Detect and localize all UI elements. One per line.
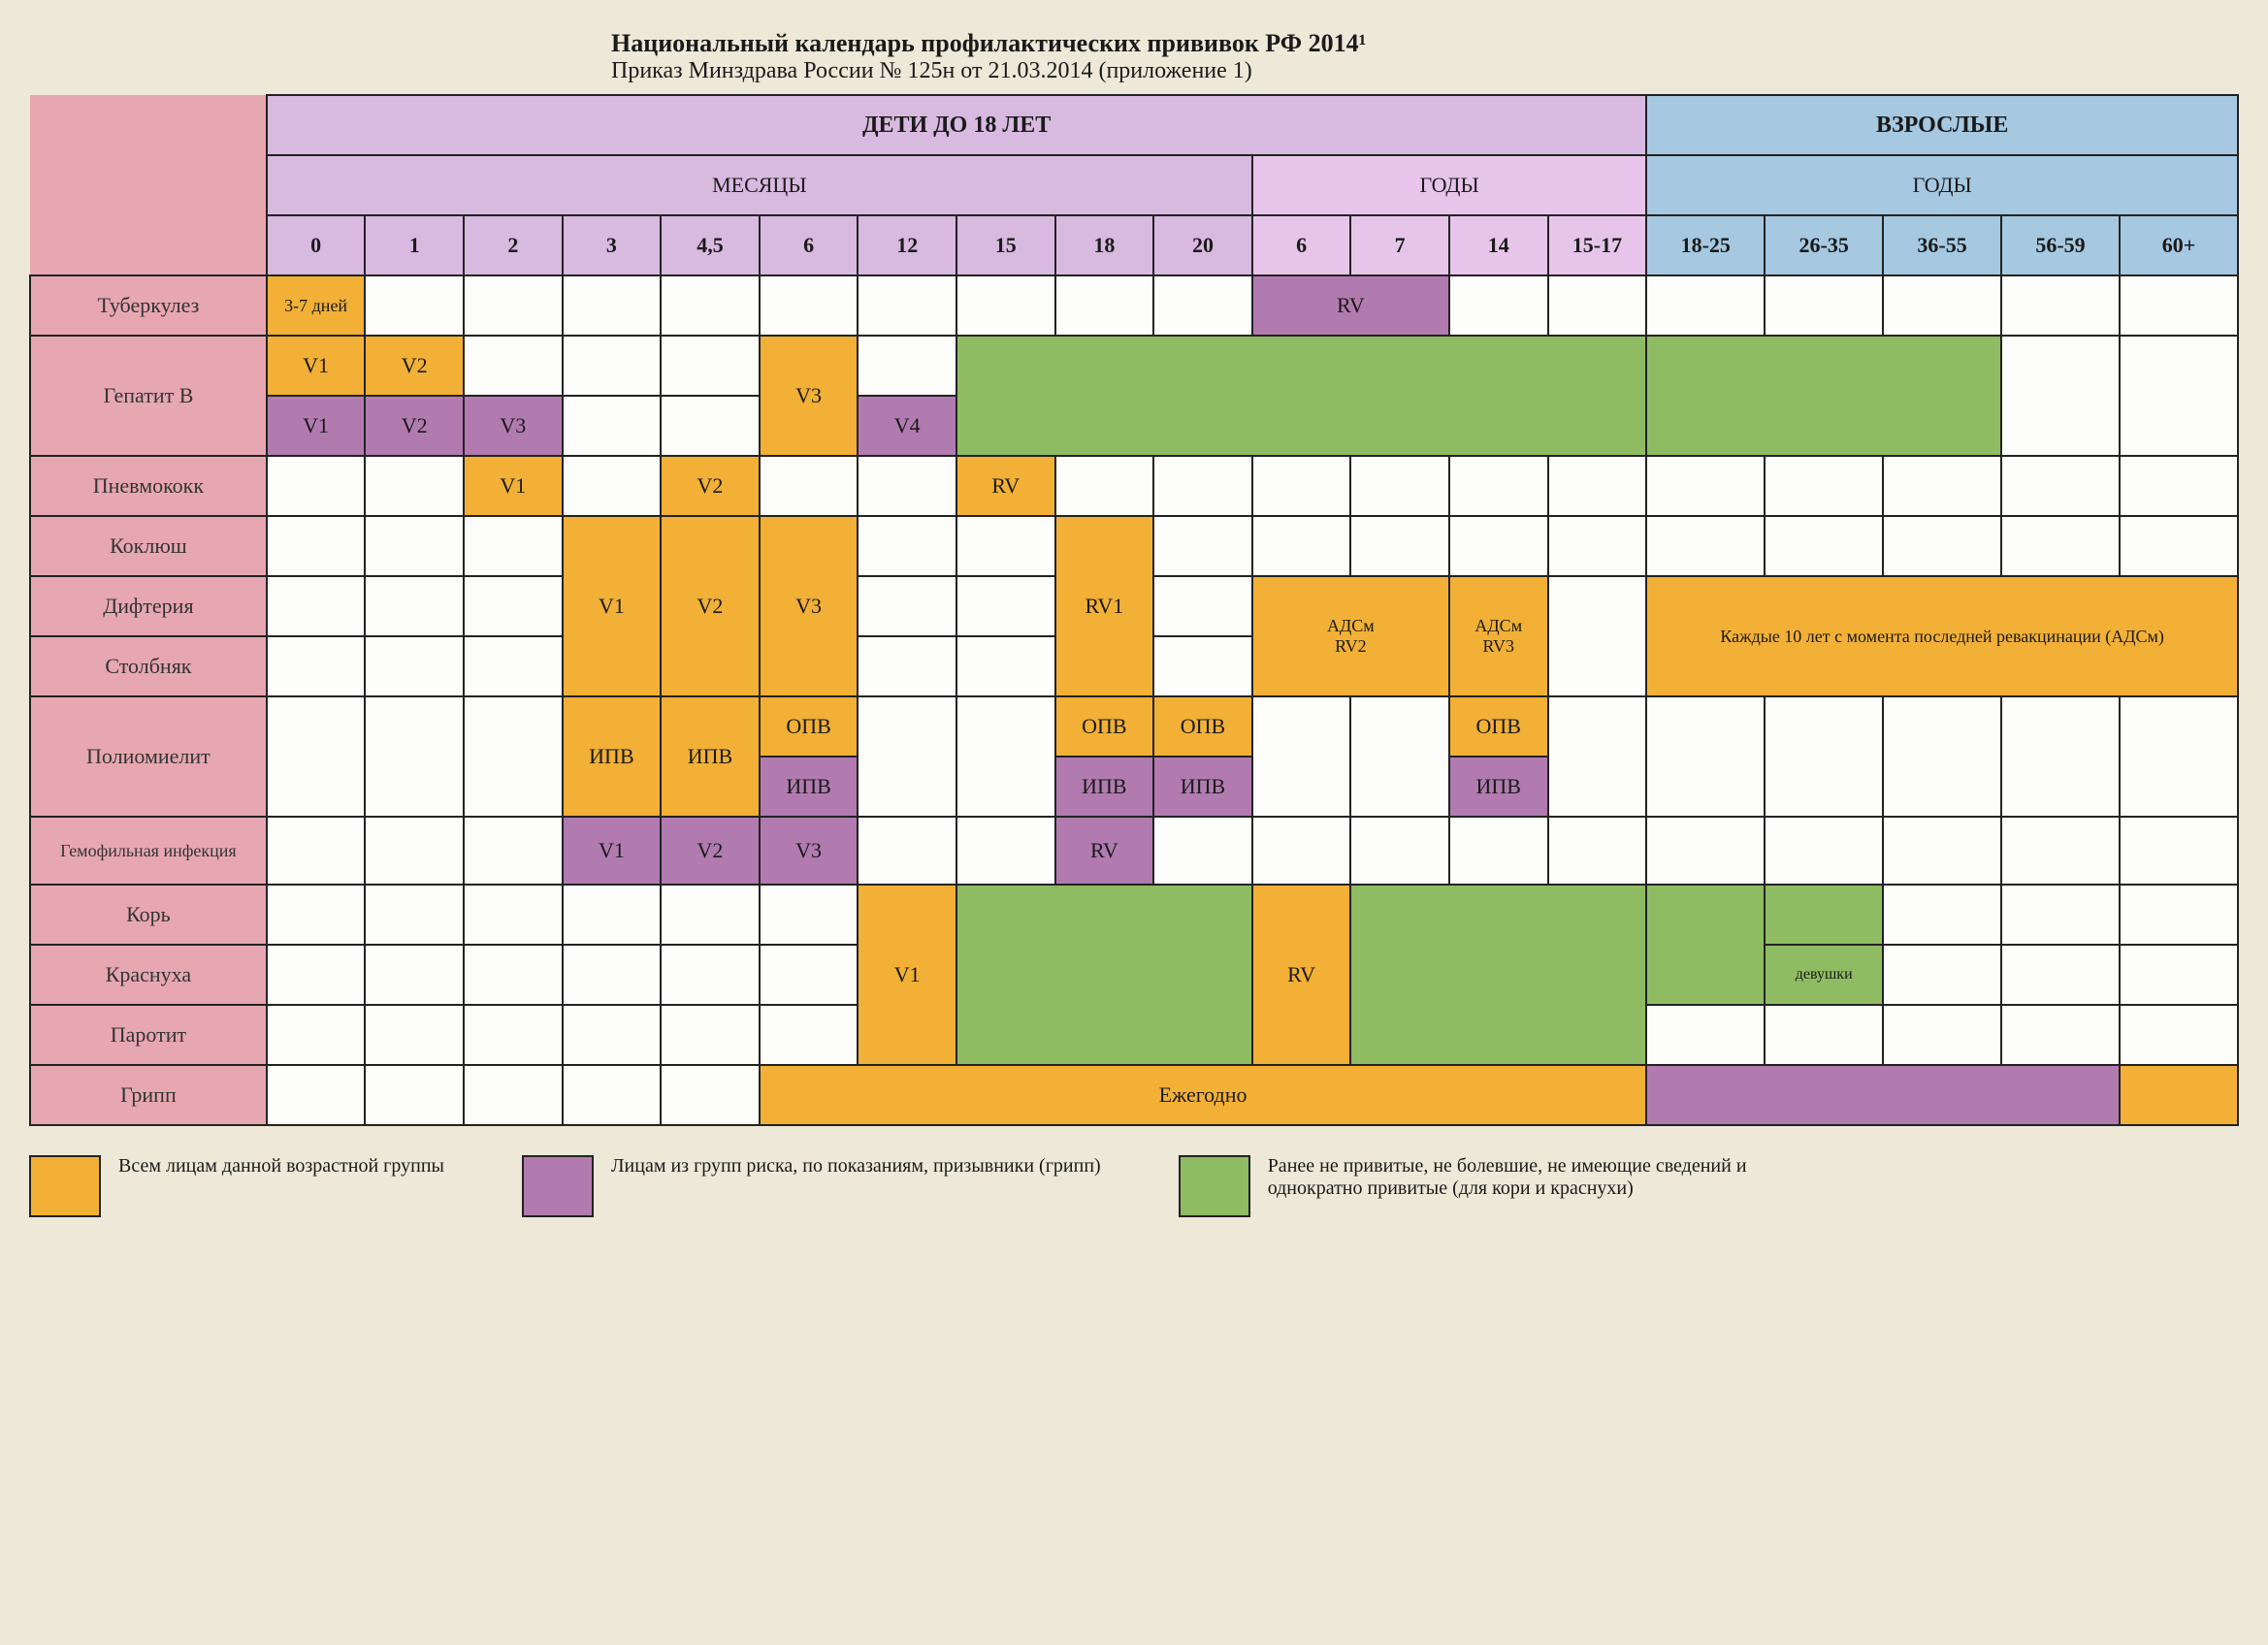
cell-mmr-6y: RV <box>1252 885 1351 1065</box>
row-pertussis: Коклюш <box>30 516 267 576</box>
age-col: 20 <box>1153 215 1252 275</box>
corner-cell <box>30 95 267 275</box>
cell-pneumo-45: V2 <box>661 456 760 516</box>
age-col: 26-35 <box>1765 215 1883 275</box>
cell-measles-26-35 <box>1765 885 1883 945</box>
cell-polio-14-opv: ОПВ <box>1449 696 1548 757</box>
cell-polio-6-ipv: ИПВ <box>760 757 859 817</box>
cell-hepb-green-adult <box>1646 336 2001 456</box>
cell-hib-45: V2 <box>661 817 760 885</box>
age-col: 18-25 <box>1646 215 1765 275</box>
schedule-table: ДЕТИ ДО 18 ЛЕТ ВЗРОСЛЫЕ МЕСЯЦЫ ГОДЫ ГОДЫ… <box>29 94 2239 1126</box>
cell-polio-18-ipv: ИПВ <box>1055 757 1154 817</box>
row-mumps: Паротит <box>30 1005 267 1065</box>
children-header: ДЕТИ ДО 18 ЛЕТ <box>267 95 1647 155</box>
cell-flu-annual: Ежегодно <box>760 1065 1647 1125</box>
months-header: МЕСЯЦЫ <box>267 155 1252 215</box>
row-measles: Корь <box>30 885 267 945</box>
cell-tb-rv: RV <box>1252 275 1449 336</box>
row-rubella: Краснуха <box>30 945 267 1005</box>
cell-pneumo-15: RV <box>956 456 1055 516</box>
legend: Всем лицам данной возрастной группы Лица… <box>29 1155 2239 1217</box>
age-col: 36-55 <box>1883 215 2001 275</box>
vaccination-calendar: Национальный календарь профилактических … <box>29 29 2239 1217</box>
cell-hepb-b-12: V4 <box>858 396 956 456</box>
cell-adsm-rv3: АДСм RV3 <box>1449 576 1548 696</box>
cell-measles-18-25 <box>1646 885 1765 1005</box>
age-col: 2 <box>464 215 563 275</box>
age-col: 18 <box>1055 215 1154 275</box>
cell-hepb-a-6: V3 <box>760 336 859 456</box>
legend-purple: Лицам из групп риска, по показаниям, при… <box>522 1155 1101 1217</box>
swatch-orange <box>29 1155 101 1217</box>
cell-mmr-green-block2 <box>1350 885 1646 1065</box>
age-col: 6 <box>760 215 859 275</box>
cell-hepb-b-1: V2 <box>365 396 464 456</box>
age-col: 15-17 <box>1548 215 1647 275</box>
age-col: 15 <box>956 215 1055 275</box>
cell-polio-20-opv: ОПВ <box>1153 696 1252 757</box>
row-pneumo: Пневмококк <box>30 456 267 516</box>
cell-mmr-12: V1 <box>858 885 956 1065</box>
age-col: 7 <box>1350 215 1449 275</box>
legend-green-label: Ранее не привитые, не болевшие, не имеющ… <box>1268 1155 1761 1200</box>
row-hepb: Гепатит В <box>30 336 267 456</box>
cell-dtp-18: RV1 <box>1055 516 1154 696</box>
cell-dtp-3: V1 <box>563 516 662 696</box>
age-col: 3 <box>563 215 662 275</box>
cell-rubella-girls: девушки <box>1765 945 1883 1005</box>
row-tetanus: Столбняк <box>30 636 267 696</box>
child-years-header: ГОДЫ <box>1252 155 1647 215</box>
cell-polio-45a: ИПВ <box>661 696 760 817</box>
row-flu: Грипп <box>30 1065 267 1125</box>
adults-header: ВЗРОСЛЫЕ <box>1646 95 2238 155</box>
cell-polio-18-opv: ОПВ <box>1055 696 1154 757</box>
age-col: 1 <box>365 215 464 275</box>
page-subtitle: Приказ Минздрава России № 125н от 21.03.… <box>611 58 2239 84</box>
cell-flu-adult-purple <box>1646 1065 2120 1125</box>
swatch-purple <box>522 1155 594 1217</box>
page-title: Национальный календарь профилактических … <box>611 29 2239 58</box>
age-col: 4,5 <box>661 215 760 275</box>
row-polio: Полиомиелит <box>30 696 267 817</box>
cell-hib-3: V1 <box>563 817 662 885</box>
cell-dtp-6: V3 <box>760 516 859 696</box>
cell-hepb-b-2: V3 <box>464 396 563 456</box>
cell-dtp-adults: Каждые 10 лет с момента последней ревакц… <box>1646 576 2238 696</box>
adult-years-header: ГОДЫ <box>1646 155 2238 215</box>
cell-mmr-green-block1 <box>956 885 1252 1065</box>
cell-adsm-rv2: АДСм RV2 <box>1252 576 1449 696</box>
age-col: 56-59 <box>2001 215 2120 275</box>
legend-orange: Всем лицам данной возрастной группы <box>29 1155 444 1217</box>
cell-hib-18: RV <box>1055 817 1154 885</box>
age-col: 12 <box>858 215 956 275</box>
cell-tb-0: 3-7 дней <box>267 275 366 336</box>
age-col: 0 <box>267 215 366 275</box>
row-tb: Туберкулез <box>30 275 267 336</box>
cell-polio-6-opv: ОПВ <box>760 696 859 757</box>
row-diphtheria: Дифтерия <box>30 576 267 636</box>
legend-purple-label: Лицам из групп риска, по показаниям, при… <box>611 1155 1101 1177</box>
row-hib: Гемофильная инфекция <box>30 817 267 885</box>
swatch-green <box>1179 1155 1250 1217</box>
cell-polio-3a: ИПВ <box>563 696 662 817</box>
cell-polio-20-ipv: ИПВ <box>1153 757 1252 817</box>
cell-hepb-green <box>956 336 1646 456</box>
legend-orange-label: Всем лицам данной возрастной группы <box>118 1155 444 1177</box>
cell-hepb-a-0: V1 <box>267 336 366 396</box>
cell-dtp-45: V2 <box>661 516 760 696</box>
cell-hepb-a-1: V2 <box>365 336 464 396</box>
cell-pneumo-2: V1 <box>464 456 563 516</box>
age-col: 60+ <box>2120 215 2238 275</box>
cell-hib-6: V3 <box>760 817 859 885</box>
age-col: 14 <box>1449 215 1548 275</box>
legend-green: Ранее не привитые, не болевшие, не имеющ… <box>1179 1155 1761 1217</box>
cell-polio-14-ipv: ИПВ <box>1449 757 1548 817</box>
age-col: 6 <box>1252 215 1351 275</box>
cell-hepb-b-0: V1 <box>267 396 366 456</box>
cell-flu-60 <box>2120 1065 2238 1125</box>
